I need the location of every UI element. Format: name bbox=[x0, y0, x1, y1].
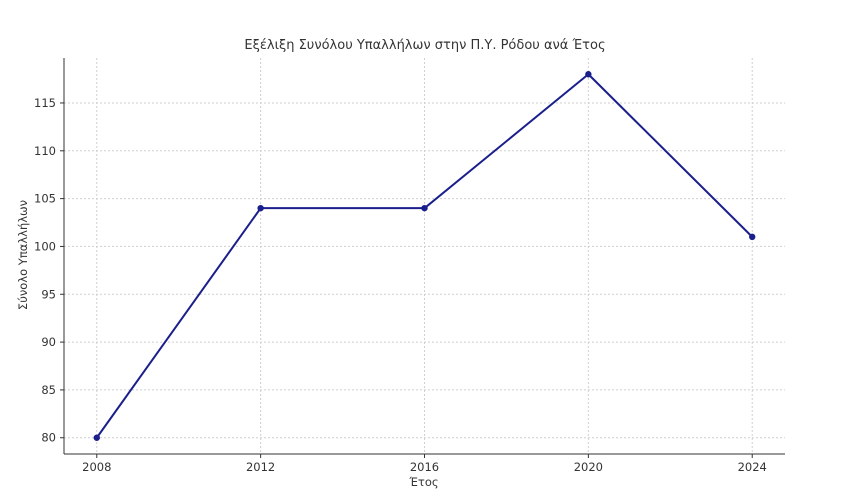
y-tick-label: 90 bbox=[41, 335, 56, 349]
y-tick-label: 110 bbox=[34, 144, 56, 158]
data-point bbox=[749, 233, 756, 241]
data-point bbox=[421, 204, 428, 212]
x-tick-label: 2020 bbox=[574, 460, 603, 474]
tick-labels: 80 85 90 95 100 105 110 115 2008 2012 2016 2020 2024 bbox=[34, 96, 767, 474]
x-axis-label: Έτος bbox=[408, 475, 438, 489]
data-point bbox=[585, 71, 592, 78]
y-tick-label: 115 bbox=[34, 96, 56, 110]
x-tick-label: 2008 bbox=[82, 460, 111, 474]
y-axis-label: Σύνολο Υπαλλήλων bbox=[16, 200, 30, 310]
axes bbox=[60, 58, 785, 458]
x-tick-label: 2016 bbox=[410, 460, 439, 474]
data-point bbox=[257, 204, 264, 212]
y-tick-label: 105 bbox=[34, 192, 56, 206]
y-tick-label: 85 bbox=[41, 383, 56, 397]
y-tick-label: 95 bbox=[41, 287, 56, 301]
y-tick-label: 100 bbox=[34, 239, 56, 253]
x-tick-label: 2024 bbox=[738, 460, 767, 474]
y-tick-label: 80 bbox=[41, 431, 56, 445]
x-tick-label: 2012 bbox=[246, 460, 275, 474]
chart-title: Εξέλιξη Συνόλου Υπαλλήλων στην Π.Υ. Ρόδο… bbox=[244, 38, 605, 53]
grid-lines bbox=[64, 58, 785, 454]
data-point bbox=[93, 434, 100, 441]
series-layer bbox=[93, 71, 756, 441]
